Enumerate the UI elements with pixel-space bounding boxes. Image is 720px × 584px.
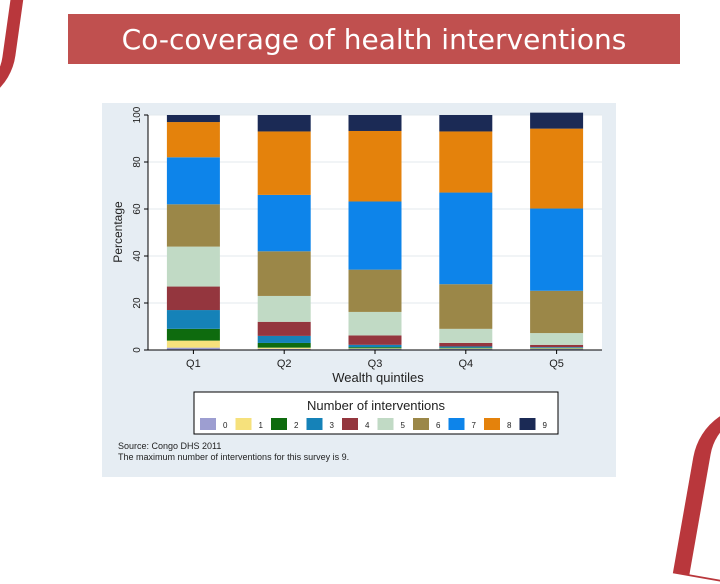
x-axis-label: Wealth quintiles <box>332 370 424 385</box>
bar-segment <box>258 195 311 251</box>
bar-segment <box>439 329 492 343</box>
bar-segment <box>349 201 402 269</box>
legend-label: 6 <box>436 421 441 430</box>
x-tick-label: Q3 <box>368 358 383 370</box>
legend-label: 0 <box>223 421 228 430</box>
y-tick-label: 40 <box>132 250 143 262</box>
max-interventions-note: The maximum number of interventions for … <box>118 452 349 462</box>
legend-title: Number of interventions <box>307 398 446 413</box>
legend-label: 1 <box>259 421 264 430</box>
legend-swatch <box>271 418 287 430</box>
bar-segment <box>167 115 220 122</box>
bar-segment <box>167 341 220 348</box>
bar-segment <box>439 284 492 329</box>
bar-segment <box>258 322 311 336</box>
bar-segment <box>258 115 311 131</box>
bar-segment <box>530 129 583 209</box>
legend-swatch <box>449 418 465 430</box>
bar-segment <box>530 333 583 345</box>
x-tick-label: Q2 <box>277 358 292 370</box>
bar-segment <box>530 345 583 347</box>
legend-label: 9 <box>543 421 548 430</box>
legend-swatch <box>520 418 536 430</box>
bar-segment <box>167 329 220 341</box>
bar-segment <box>258 131 311 194</box>
bar-segment <box>349 115 402 131</box>
bar-segment <box>349 131 402 202</box>
bar-segment <box>530 347 583 348</box>
bar-segment <box>530 209 583 291</box>
bar-segment <box>439 346 492 347</box>
bar-segment <box>167 287 220 311</box>
x-tick-label: Q5 <box>549 358 564 370</box>
legend-swatch <box>342 418 358 430</box>
bar-segment <box>439 348 492 349</box>
bar-segment <box>167 122 220 157</box>
x-tick-label: Q4 <box>458 358 473 370</box>
legend-swatch <box>236 418 252 430</box>
bar-segment <box>530 113 583 129</box>
bar-segment <box>439 343 492 347</box>
legend-swatch <box>484 418 500 430</box>
bar-segment <box>439 131 492 192</box>
legend-label: 7 <box>472 421 477 430</box>
bar-segment <box>439 193 492 285</box>
y-tick-label: 80 <box>132 156 143 168</box>
slide-title: Co-coverage of health interventions <box>68 14 680 64</box>
y-axis-label: Percentage <box>111 201 125 263</box>
legend-label: 8 <box>507 421 512 430</box>
y-tick-label: 0 <box>132 347 143 353</box>
y-ticks: 0 20 40 60 80 100 <box>132 106 148 353</box>
y-tick-label: 60 <box>132 203 143 215</box>
bar-segment <box>258 251 311 296</box>
legend-swatch <box>307 418 323 430</box>
bar-segment <box>439 115 492 131</box>
bar-segment <box>167 247 220 287</box>
legend-swatch <box>413 418 429 430</box>
legend-label: 3 <box>330 421 335 430</box>
bar-segment <box>349 347 402 348</box>
bar-segment <box>258 336 311 343</box>
y-tick-label: 100 <box>132 106 143 123</box>
legend-label: 2 <box>294 421 299 430</box>
legend-label: 5 <box>401 421 406 430</box>
bar-segment <box>167 310 220 329</box>
bar-segment <box>258 296 311 322</box>
legend: Number of interventions 0 1 2 3 4 5 6 7 8 9 <box>194 392 558 434</box>
x-ticks: Q1 Q2 Q3 Q4 Q5 <box>186 350 564 370</box>
bar-segment <box>530 291 583 333</box>
x-tick-label: Q1 <box>186 358 201 370</box>
legend-label: 4 <box>365 421 370 430</box>
bar-segment <box>258 343 311 348</box>
bar-segment <box>167 157 220 204</box>
bar-segment <box>349 335 402 344</box>
bar-segment <box>258 348 311 349</box>
bar-segment <box>349 270 402 312</box>
source-note: Source: Congo DHS 2011 <box>118 441 221 451</box>
y-tick-label: 20 <box>132 297 143 309</box>
legend-swatch <box>378 418 394 430</box>
bar-segment <box>349 312 402 336</box>
slide-title-text: Co-coverage of health interventions <box>122 23 627 56</box>
bar-segment <box>167 204 220 246</box>
legend-swatch <box>200 418 216 430</box>
bar-segment <box>349 345 402 347</box>
